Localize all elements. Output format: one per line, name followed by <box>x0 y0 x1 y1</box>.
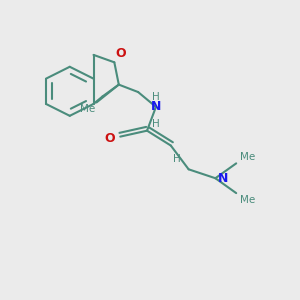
Text: H: H <box>152 92 160 102</box>
Text: N: N <box>151 100 161 113</box>
Text: Me: Me <box>240 152 255 162</box>
Text: Me: Me <box>240 195 255 205</box>
Text: O: O <box>116 47 126 60</box>
Text: O: O <box>104 132 115 145</box>
Text: H: H <box>152 119 160 129</box>
Text: Me: Me <box>80 104 95 114</box>
Text: N: N <box>218 172 228 185</box>
Text: H: H <box>173 154 181 164</box>
